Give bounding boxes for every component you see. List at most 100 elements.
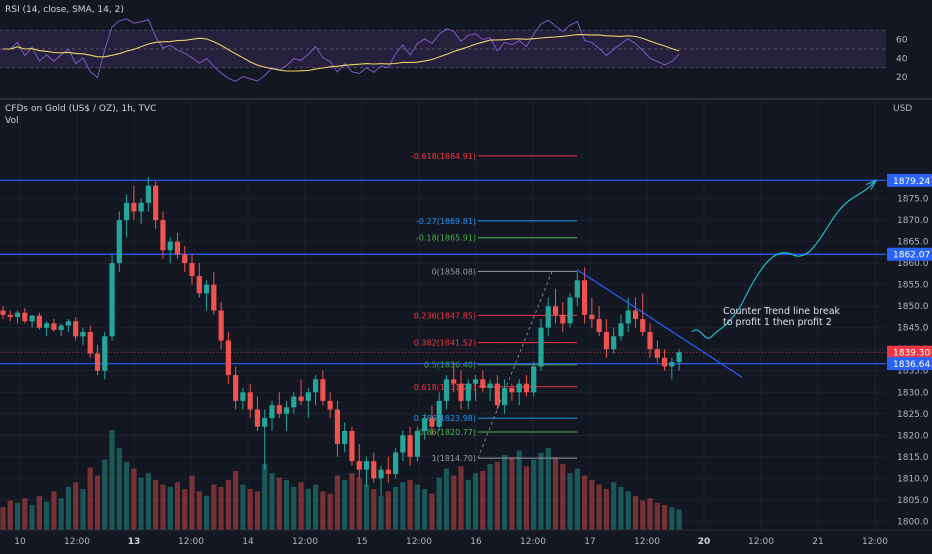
horizontal-lines[interactable] [0, 179, 886, 365]
volume-bar [632, 495, 639, 530]
candle-body [618, 323, 624, 337]
time-tick-label: 12:00 [862, 537, 888, 547]
candle-body [407, 435, 413, 457]
volume-bar [429, 493, 435, 530]
candle-body [363, 461, 370, 470]
volume-bar [472, 473, 479, 530]
rsi-legend: RSI (14, close, SMA, 14, 2) [5, 5, 124, 15]
volume-bar [240, 484, 246, 530]
candle-body [349, 431, 355, 462]
candle-body [661, 357, 668, 367]
candle-body [538, 327, 544, 367]
volume-bar [669, 507, 675, 530]
candle-body [153, 185, 159, 221]
time-tick-label: 14 [242, 537, 254, 547]
candle-body [14, 312, 21, 317]
candle-body [51, 323, 57, 330]
price-badge-label: 1879.24 [893, 177, 930, 187]
rsi-tick-label: 40 [896, 54, 908, 64]
volume-bar [218, 486, 224, 530]
candle-body [123, 202, 130, 221]
fib-level-label: 0.382(1841.52) [414, 339, 476, 348]
candle-body [0, 310, 6, 315]
volume-bar [73, 482, 79, 530]
volume-bar [567, 473, 573, 530]
candle-body [58, 325, 64, 330]
time-tick-label: 12:00 [178, 537, 204, 547]
candle-body [625, 310, 631, 324]
volume-bar [436, 477, 442, 530]
candle-body [392, 452, 399, 475]
volume-bar [131, 468, 137, 530]
volume-bar [654, 502, 660, 530]
candle-body [203, 284, 210, 294]
candle-body [603, 332, 610, 350]
volume-bar [596, 484, 602, 530]
volume-bar [509, 457, 515, 530]
volume-bar [269, 473, 275, 530]
price-tick-label: 1845.0 [897, 324, 929, 334]
volume-bar [545, 448, 551, 530]
price-badge-label: 1836.64 [893, 360, 930, 370]
annotation-line-1: Counter Trend line break [723, 306, 841, 317]
volume-bar [313, 484, 319, 530]
fib-level-label: -0.18(1865.91) [416, 234, 476, 243]
volume-bar [494, 461, 500, 530]
volume-bar [640, 500, 646, 530]
candlesticks [0, 177, 682, 496]
candle-body [7, 314, 13, 317]
volume-bar [262, 464, 268, 530]
volume-bar [407, 480, 413, 530]
volume-bar [36, 495, 42, 530]
volume-bar [116, 448, 122, 530]
candle-body [145, 185, 151, 203]
trend-annotation: Counter Trend line break to profit 1 the… [723, 306, 840, 328]
volume-bar [320, 491, 326, 530]
candle-body [545, 306, 551, 328]
price-badge [887, 345, 932, 359]
price-badge [887, 173, 932, 187]
volume-bar [87, 467, 93, 530]
volume-bar [7, 500, 13, 530]
candle-body [298, 396, 304, 401]
annotation-line-2: to profit 1 then profit 2 [723, 317, 832, 328]
price-tick-label: 1830.0 [897, 388, 929, 398]
candle-body [138, 202, 144, 212]
volume-label: Vol [5, 116, 19, 126]
candle-body [283, 407, 290, 414]
candle-body [676, 352, 682, 363]
volume-bar [552, 457, 559, 530]
price-tick-label: 1800.0 [897, 517, 929, 527]
candle-body [523, 383, 530, 393]
rsi-tick-label: 20 [896, 73, 908, 83]
chart-legend: CFDs on Gold (US$ / OZ), 1h, TVC [5, 104, 157, 114]
price-tick-label: 1860.0 [897, 259, 929, 269]
volume-bar [371, 489, 377, 530]
price-tick-label: 1820.0 [897, 431, 929, 441]
drawings[interactable] [576, 179, 878, 378]
volume-bar [0, 507, 6, 530]
candle-body [182, 254, 188, 264]
candle-body [422, 418, 428, 431]
candle-body [356, 461, 362, 470]
candle-body [574, 280, 580, 298]
fib-level-label: 1(1814.70) [432, 454, 476, 463]
candle-body [196, 276, 202, 294]
candle-body [443, 379, 450, 401]
volume-bar [487, 464, 493, 530]
volume-bar [22, 498, 28, 530]
rsi-tick-label: 60 [896, 36, 908, 46]
volume-bar [145, 473, 151, 530]
price-badge-label: 1862.07 [893, 251, 930, 261]
volume-bar [327, 493, 333, 530]
time-tick-label: 12:00 [634, 537, 660, 547]
price-tick-label: 1815.0 [897, 453, 929, 463]
volume-bar [51, 491, 57, 530]
candle-body [327, 400, 333, 410]
time-tick-label: 10 [14, 537, 26, 547]
volume-bar [94, 475, 101, 530]
candle-body [502, 387, 508, 406]
rsi-sma-line [3, 34, 680, 72]
volume-bar [443, 468, 450, 530]
